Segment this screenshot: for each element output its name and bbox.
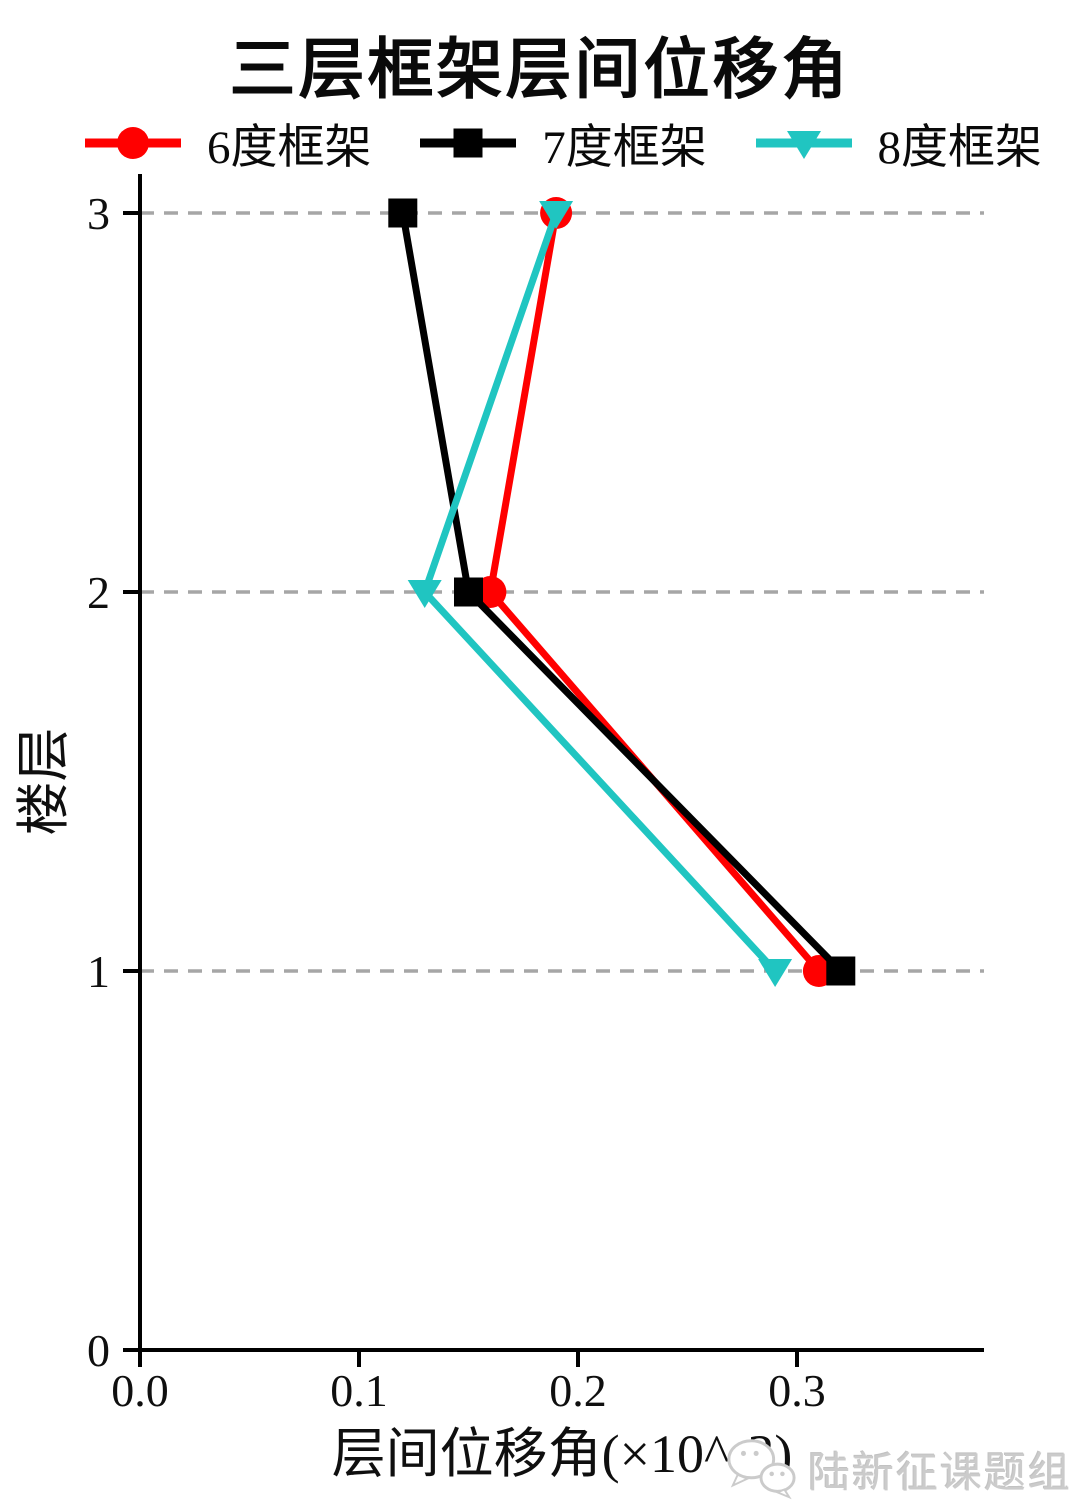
marker-triangle-down bbox=[786, 130, 821, 159]
marker-triangle-down bbox=[758, 959, 793, 987]
x-tick-label: 0.1 bbox=[330, 1365, 388, 1416]
x-tick-label: 0.0 bbox=[111, 1365, 169, 1416]
legend-marker-triangle-icon bbox=[755, 113, 852, 173]
marker-triangle-down bbox=[407, 580, 442, 608]
series-7度框架 bbox=[388, 198, 856, 986]
legend-label: 8度框架 bbox=[877, 122, 1043, 174]
y-tick-label: 0 bbox=[87, 1325, 110, 1376]
legend-marker-square-icon bbox=[420, 113, 517, 173]
marker-square bbox=[388, 198, 418, 228]
marker-square bbox=[453, 128, 483, 157]
watermark: 陆新征课题组 bbox=[724, 1434, 1072, 1504]
series-8度框架 bbox=[407, 201, 793, 987]
x-tick-label: 0.3 bbox=[768, 1365, 826, 1416]
marker-square bbox=[826, 956, 856, 986]
wechat-icon bbox=[727, 1439, 796, 1500]
marker-square bbox=[454, 577, 483, 607]
chart-title: 三层框架层间位移角 bbox=[229, 34, 851, 107]
marker-triangle-down bbox=[539, 201, 574, 229]
legend: 6度框架 7度框架 8度框架 bbox=[85, 108, 1042, 177]
marker-circle bbox=[117, 126, 149, 159]
legend-item-6du: 6度框架 bbox=[85, 108, 372, 177]
legend-item-7du: 7度框架 bbox=[420, 108, 707, 177]
legend-marker-circle-icon bbox=[85, 113, 181, 173]
legend-item-8du: 8度框架 bbox=[755, 108, 1043, 177]
legend-label: 6度框架 bbox=[207, 122, 372, 174]
y-tick-label: 1 bbox=[87, 946, 110, 997]
y-tick-label: 2 bbox=[87, 567, 110, 618]
y-axis-label: 楼层 bbox=[14, 728, 74, 836]
x-axis-label: 层间位移角(×10^-3) bbox=[332, 1424, 793, 1484]
x-tick-label: 0.2 bbox=[549, 1365, 607, 1416]
watermark-text: 陆新征课题组 bbox=[807, 1450, 1072, 1497]
legend-label: 7度框架 bbox=[542, 122, 707, 174]
y-tick-label: 3 bbox=[87, 188, 110, 239]
